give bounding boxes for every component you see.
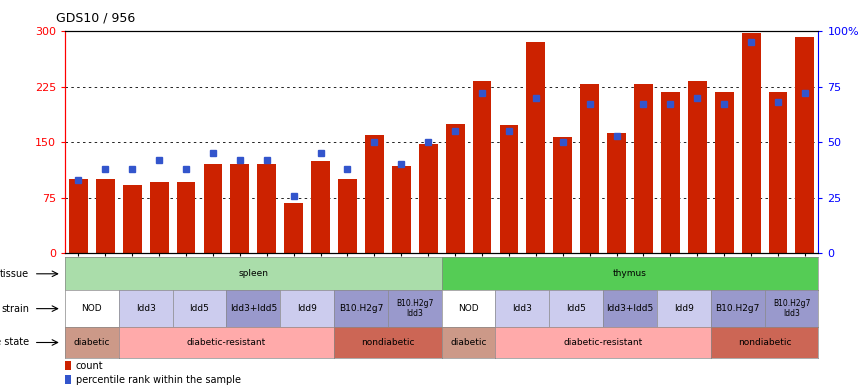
Bar — [284, 203, 303, 253]
Text: disease state: disease state — [0, 337, 29, 348]
Text: B10.H2g7
Idd3: B10.H2g7 Idd3 — [396, 299, 434, 318]
Bar — [607, 133, 626, 253]
Text: spleen: spleen — [238, 269, 268, 278]
Bar — [527, 42, 546, 253]
Text: percentile rank within the sample: percentile rank within the sample — [76, 375, 241, 385]
Text: Idd3+Idd5: Idd3+Idd5 — [229, 304, 277, 313]
Bar — [446, 124, 464, 253]
Bar — [230, 164, 249, 253]
Bar — [204, 164, 223, 253]
Bar — [796, 37, 814, 253]
Bar — [338, 179, 357, 253]
Text: Idd5: Idd5 — [190, 304, 210, 313]
Bar — [661, 92, 680, 253]
Bar — [419, 144, 437, 253]
Text: strain: strain — [1, 304, 29, 313]
Text: diabetic: diabetic — [450, 338, 487, 347]
Text: NOD: NOD — [458, 304, 479, 313]
Text: GDS10 / 956: GDS10 / 956 — [56, 12, 136, 25]
Text: NOD: NOD — [81, 304, 102, 313]
Bar — [150, 182, 169, 253]
Text: diabetic-resistant: diabetic-resistant — [187, 338, 266, 347]
Bar — [553, 137, 572, 253]
Bar — [714, 92, 734, 253]
Bar — [634, 84, 653, 253]
Bar — [741, 33, 760, 253]
Bar — [392, 166, 410, 253]
Bar — [69, 179, 87, 253]
Text: Idd3+Idd5: Idd3+Idd5 — [606, 304, 654, 313]
Text: Idd3: Idd3 — [136, 304, 156, 313]
Bar — [688, 81, 707, 253]
Bar — [365, 135, 384, 253]
Text: B10.H2g7: B10.H2g7 — [339, 304, 383, 313]
Bar — [123, 185, 142, 253]
Bar — [500, 125, 519, 253]
Text: Idd3: Idd3 — [513, 304, 533, 313]
Text: B10.H2g7: B10.H2g7 — [715, 304, 759, 313]
Bar — [65, 375, 71, 384]
Text: Idd5: Idd5 — [566, 304, 586, 313]
Text: Idd9: Idd9 — [297, 304, 317, 313]
Bar — [769, 92, 787, 253]
Text: diabetic-resistant: diabetic-resistant — [564, 338, 643, 347]
Text: nondiabetic: nondiabetic — [738, 338, 792, 347]
Bar — [96, 179, 114, 253]
Text: diabetic: diabetic — [74, 338, 110, 347]
Bar — [580, 84, 599, 253]
Text: count: count — [76, 361, 103, 371]
Text: thymus: thymus — [613, 269, 647, 278]
Bar — [65, 361, 71, 370]
Text: B10.H2g7
Idd3: B10.H2g7 Idd3 — [772, 299, 811, 318]
Text: nondiabetic: nondiabetic — [361, 338, 415, 347]
Bar — [473, 81, 491, 253]
Text: tissue: tissue — [0, 269, 29, 279]
Bar — [257, 164, 276, 253]
Bar — [311, 161, 330, 253]
Text: Idd9: Idd9 — [674, 304, 694, 313]
Bar — [177, 182, 196, 253]
